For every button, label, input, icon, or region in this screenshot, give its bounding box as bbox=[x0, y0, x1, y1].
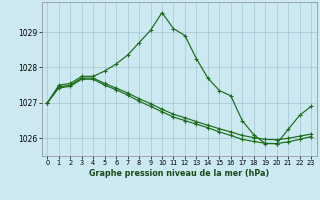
X-axis label: Graphe pression niveau de la mer (hPa): Graphe pression niveau de la mer (hPa) bbox=[89, 169, 269, 178]
